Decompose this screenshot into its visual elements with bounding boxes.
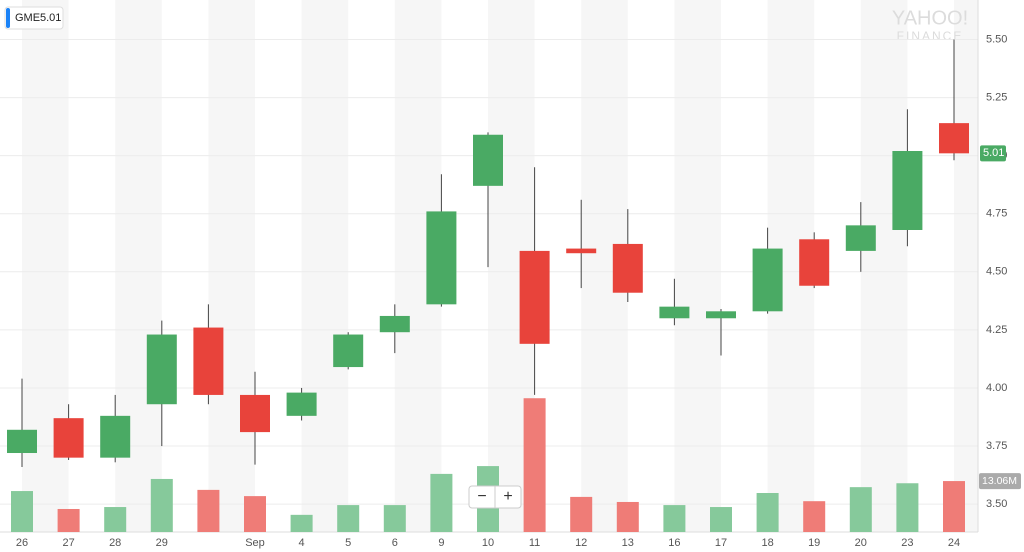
candle-body [892,151,923,230]
candle-body [193,327,224,395]
legend-color [6,8,10,28]
x-tick-label: 29 [156,537,168,549]
volume-bar [849,487,872,532]
x-tick-label: 11 [529,537,540,549]
x-tick-label: 12 [575,537,587,549]
x-tick-label: 28 [109,537,121,549]
legend-box [4,6,64,30]
volume-bar [290,514,313,532]
volume-bar [11,491,33,532]
stripe [674,0,721,532]
volume-bar [337,505,360,532]
x-tick-label: Sep [245,537,265,549]
watermark: FINANCE [897,29,964,43]
candle-body [752,248,783,312]
volume-bar [663,505,686,532]
candle-body [799,239,830,286]
candle-body [333,334,364,368]
volume-bar [896,483,919,532]
volume-bar [616,501,639,532]
y-tick-label: 4.00 [986,382,1007,394]
candle-body [426,211,457,305]
x-tick-label: 17 [715,537,727,549]
x-tick-label: 19 [808,537,820,549]
y-tick-label: 4.25 [986,324,1007,336]
volume-bar [383,505,406,532]
volume-bar [150,478,173,532]
candle-body [53,418,84,458]
candle-body [7,429,37,454]
volume-bar [104,507,127,532]
candle-body [286,392,317,416]
volume-bar [523,398,546,532]
zoom-out[interactable]: − [477,488,486,505]
legend-ticker: GME [15,12,40,24]
x-tick-label: 10 [482,537,494,549]
watermark: YAHOO! [892,7,968,29]
candle-body [379,315,410,333]
volume-bar [710,507,732,532]
volume-tag [979,473,1021,490]
x-tick-label: 18 [761,537,773,549]
volume-bar [430,473,453,532]
candle-body [706,311,736,319]
x-tick-label: 26 [16,537,28,549]
x-tick-label: 20 [855,537,867,549]
y-tick-label: 5.50 [986,33,1007,45]
stripe [860,0,908,532]
legend-price: 5.01 [40,12,61,24]
candle-body [939,123,969,154]
zoom-controls[interactable]: − + [468,485,522,509]
candle-body [659,306,690,319]
volume-tag-label: 13.06M [982,475,1017,487]
volume-bar [570,496,593,532]
price-tag [980,145,1006,162]
volume-bar [244,496,266,532]
candle-body [473,134,503,186]
x-tick-label: 27 [62,537,74,549]
volume-bar [943,481,965,532]
x-tick-label: 13 [622,537,634,549]
volume-bar [57,508,80,532]
stripe [954,0,978,532]
candle-body [240,394,270,433]
candle-body [146,334,177,405]
x-tick-label: 6 [392,537,398,549]
volume-bar [803,501,826,532]
x-tick-label: 24 [948,537,960,549]
x-tick-label: 5 [345,537,351,549]
y-tick-label: 4.50 [986,266,1007,278]
stripe [208,0,255,532]
candle-body [519,250,550,344]
volume-bar [197,489,220,532]
volume-bar [756,493,779,532]
zoom-in[interactable]: + [503,488,512,505]
y-tick-label: 4.75 [986,208,1007,220]
stripe [301,0,349,532]
candle-body [612,243,643,293]
price-tag-label: 5.01 [983,147,1004,159]
x-tick-label: 16 [668,537,680,549]
x-tick-label: 9 [438,537,444,549]
candle-body [100,415,131,458]
y-tick-label: 3.50 [986,498,1007,510]
y-tick-label: 5.25 [986,91,1007,103]
x-tick-label: 23 [901,537,913,549]
candle-body [566,248,597,254]
x-tick-label: 4 [299,537,305,549]
y-tick-label: 3.75 [986,440,1007,452]
candle-body [845,225,876,251]
